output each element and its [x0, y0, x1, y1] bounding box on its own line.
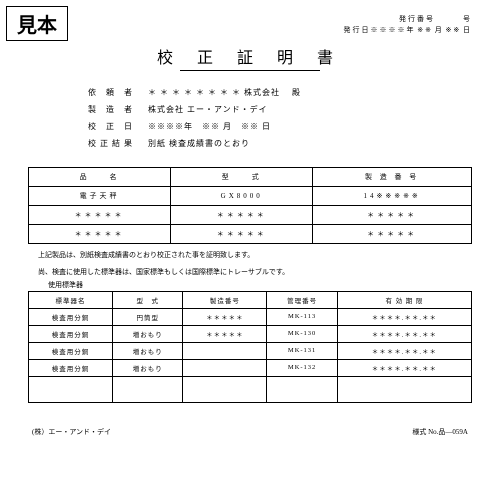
info-block: 依 頼 者＊ ＊ ＊ ＊ ＊ ＊ ＊ ＊ 株式会社殿 製 造 者株式会社 エー・…: [88, 85, 472, 152]
issue-date-label: 発行日: [344, 26, 371, 34]
caldate-value: ※※※※年 ※※ 月 ※※ 日: [148, 119, 271, 136]
result-label: 校正結果: [88, 136, 148, 153]
t1-h2: 型 式: [171, 167, 313, 186]
requester-label: 依 頼 者: [88, 85, 148, 102]
t1-r1c1: 電子天秤: [29, 186, 171, 205]
standard-table: 標準器名型 式製造番号管理番号有 効 期 限 検査用分銅円筒型＊＊＊＊＊MK-1…: [28, 291, 472, 403]
requester-suffix: 殿: [292, 85, 300, 102]
result-value: 別紙 検査成績書のとおり: [148, 136, 250, 153]
t2-h4: 管理番号: [267, 291, 337, 308]
t1-r1c2: GX8000: [171, 186, 313, 205]
caldate-label: 校 正 日: [88, 119, 148, 136]
maker-label: 製 造 者: [88, 102, 148, 119]
t1-mask: ＊＊＊＊＊: [313, 224, 472, 243]
t1-h3: 製 造 番 号: [313, 167, 472, 186]
t2-h3: 製造番号: [183, 291, 267, 308]
table-row: 検査用分銅増おもりMK-131＊＊＊＊.＊＊.＊＊: [29, 342, 472, 359]
t1-r1c3: 14※※※※※: [313, 186, 472, 205]
t1-mask: ＊＊＊＊＊: [29, 224, 171, 243]
t1-h1: 品 名: [29, 167, 171, 186]
t1-mask: ＊＊＊＊＊: [171, 205, 313, 224]
t2-h2: 型 式: [112, 291, 182, 308]
issue-no-label: 発行番号: [399, 15, 435, 23]
table-row: 検査用分銅増おもりMK-132＊＊＊＊.＊＊.＊＊: [29, 359, 472, 376]
t1-mask: ＊＊＊＊＊: [171, 224, 313, 243]
t1-mask: ＊＊＊＊＊: [313, 205, 472, 224]
product-table: 品 名型 式製 造 番 号 電子天秤GX800014※※※※※ ＊＊＊＊＊＊＊＊…: [28, 167, 472, 244]
maker-value: 株式会社 エー・アンド・デイ: [148, 102, 268, 119]
footer: (株）エー・アンド・デイ 様式 No.品―059A: [28, 427, 472, 437]
table-row: [29, 376, 472, 402]
header-meta: 発行番号 号 発行日※※※※年 ※※ 月 ※※ 日: [28, 14, 472, 36]
t1-mask: ＊＊＊＊＊: [29, 205, 171, 224]
sub-heading: 使用標準器: [48, 280, 472, 290]
title-underline: [180, 70, 320, 71]
t2-h5: 有 効 期 限: [337, 291, 471, 308]
footer-right: 様式 No.品―059A: [412, 427, 468, 437]
table-row: 検査用分銅増おもり＊＊＊＊＊MK-130＊＊＊＊.＊＊.＊＊: [29, 325, 472, 342]
note-2: 尚、検査に使用した標準器は、国家標準もしくは国際標準にトレーサブルです。: [38, 267, 472, 278]
t2-h1: 標準器名: [29, 291, 113, 308]
page-title: 校 正 証 明 書: [28, 44, 472, 68]
note-1: 上記製品は、別紙検査成績書のとおり校正された事を証明致します。: [38, 250, 472, 261]
footer-left: (株）エー・アンド・デイ: [32, 427, 111, 437]
requester-value: ＊ ＊ ＊ ＊ ＊ ＊ ＊ ＊ 株式会社: [148, 85, 280, 102]
sample-stamp: 見本: [6, 6, 68, 41]
table-row: 検査用分銅円筒型＊＊＊＊＊MK-113＊＊＊＊.＊＊.＊＊: [29, 308, 472, 325]
issue-no-suffix: 号: [463, 15, 472, 23]
